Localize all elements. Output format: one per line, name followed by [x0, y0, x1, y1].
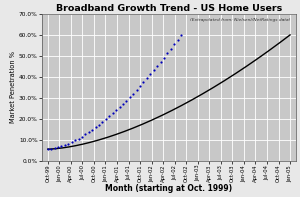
- Point: [103, 118, 108, 121]
- Title: Broadband Growth Trend - US Home Users: Broadband Growth Trend - US Home Users: [56, 4, 282, 13]
- Point: [168, 47, 173, 50]
- Point: [52, 147, 57, 150]
- Point: [110, 112, 115, 115]
- Text: (Extrapolated from: Nielsen//NetRatings data): (Extrapolated from: Nielsen//NetRatings …: [190, 18, 291, 22]
- Point: [175, 38, 180, 41]
- Point: [59, 145, 64, 148]
- Point: [141, 81, 146, 84]
- Point: [73, 139, 77, 142]
- Point: [145, 77, 149, 80]
- Point: [80, 135, 84, 138]
- Point: [49, 147, 54, 150]
- Point: [56, 146, 60, 149]
- Point: [165, 52, 170, 55]
- Point: [86, 131, 91, 134]
- Point: [161, 56, 166, 59]
- Y-axis label: Market Penetration %: Market Penetration %: [10, 51, 16, 123]
- Point: [97, 123, 101, 126]
- Point: [178, 33, 183, 36]
- Point: [62, 143, 67, 147]
- Point: [90, 128, 94, 131]
- Point: [151, 69, 156, 72]
- Point: [114, 109, 118, 112]
- Point: [158, 60, 163, 64]
- Point: [100, 121, 105, 124]
- Point: [131, 92, 136, 95]
- Point: [117, 106, 122, 109]
- Point: [148, 73, 153, 76]
- Point: [172, 43, 177, 46]
- Point: [128, 96, 132, 99]
- Point: [45, 148, 50, 151]
- Point: [66, 142, 71, 145]
- Point: [69, 140, 74, 144]
- Point: [76, 137, 81, 140]
- Point: [155, 65, 160, 68]
- Point: [134, 88, 139, 91]
- Point: [83, 133, 88, 136]
- X-axis label: Month (starting at Oct. 1999): Month (starting at Oct. 1999): [105, 184, 232, 193]
- Point: [138, 85, 142, 88]
- Point: [124, 99, 129, 102]
- Point: [107, 115, 112, 118]
- Point: [93, 126, 98, 129]
- Point: [121, 102, 125, 106]
